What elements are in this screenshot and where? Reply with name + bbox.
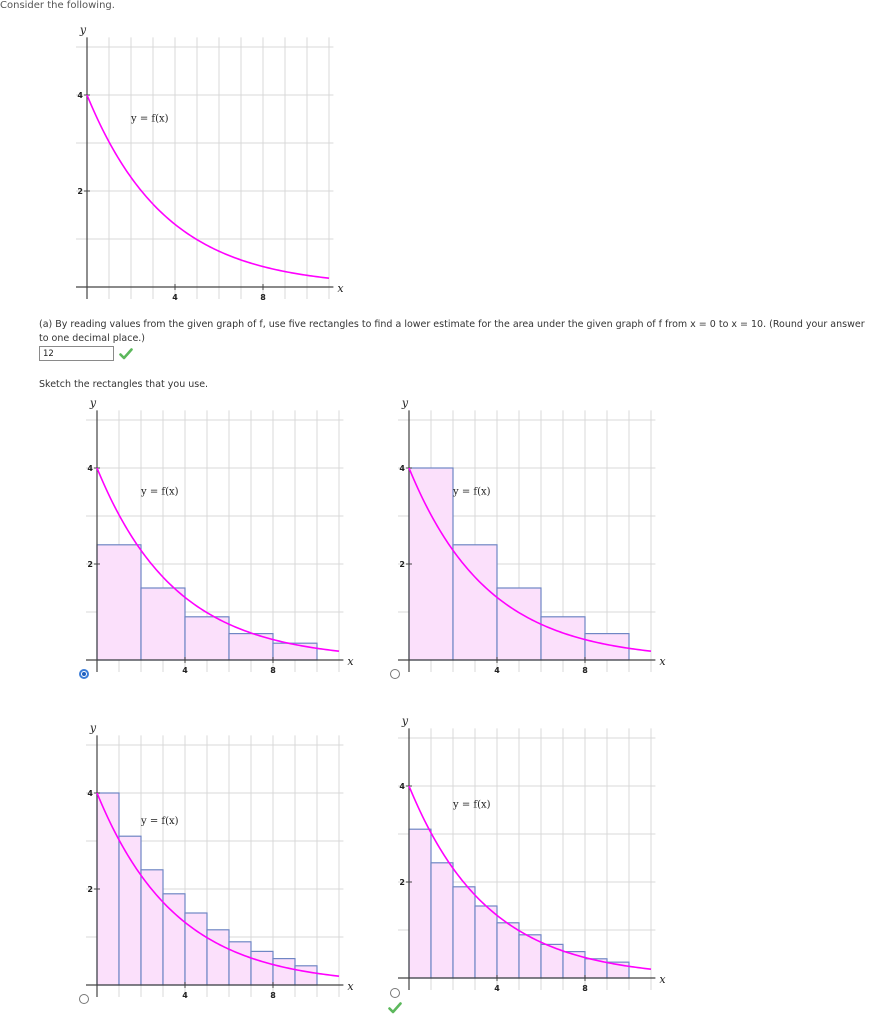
approx-rectangle [452, 886, 476, 979]
x-tick-label: 4 [494, 666, 500, 675]
option-graph-4: 4 8 2 4 x y y = f(x) [392, 713, 669, 998]
approx-rectangle [228, 941, 252, 986]
x-tick-label: 8 [582, 984, 588, 993]
approx-rectangle [162, 893, 186, 986]
y-axis-label: y [79, 23, 87, 36]
function-label: y = f(x) [140, 486, 179, 497]
function-label: y = f(x) [452, 486, 491, 497]
sketch-prompt: Sketch the rectangles that you use. [39, 379, 209, 390]
approx-rectangle [496, 587, 542, 661]
option-radio-4[interactable] [390, 988, 400, 998]
function-label: y = f(x) [130, 113, 169, 124]
correct-check-icon [119, 348, 133, 360]
approx-rectangle [272, 642, 318, 661]
approx-rectangle [562, 951, 586, 979]
approx-rectangle [272, 958, 296, 986]
graph-svg: 4 8 2 4 x y y = f(x) [76, 23, 344, 302]
y-tick-label: 2 [87, 560, 93, 569]
y-axis-label: y [401, 396, 409, 409]
graph-svg: 4 8 2 4 x y y = f(x) [86, 721, 354, 1000]
approx-rectangle [250, 950, 274, 986]
approx-rectangle [140, 869, 164, 986]
option-graph-2: 4 8 2 4 x y y = f(x) [392, 395, 669, 680]
function-graph: 4 8 2 4 x y y = f(x) [70, 22, 347, 307]
y-tick-label: 2 [399, 560, 405, 569]
x-tick-label: 4 [182, 991, 188, 1000]
x-axis-label: x [659, 655, 666, 668]
function-label: y = f(x) [452, 800, 491, 811]
graph-svg: 4 8 2 4 x y y = f(x) [398, 714, 666, 993]
y-tick-label: 4 [77, 91, 83, 100]
approx-rectangle [96, 792, 120, 986]
approx-rectangle [474, 905, 498, 979]
function-curve [86, 94, 330, 279]
option-radio-3[interactable] [79, 994, 89, 1004]
x-tick-label: 8 [270, 991, 276, 1000]
approx-rectangle [430, 862, 454, 979]
function-curve [408, 785, 652, 970]
x-axis-label: x [337, 282, 344, 295]
function-curve [96, 792, 340, 977]
approx-rectangle [206, 929, 230, 986]
correct-option-check-icon [388, 1002, 402, 1014]
x-tick-label: 8 [270, 666, 276, 675]
approx-rectangle [496, 922, 520, 979]
x-tick-label: 4 [494, 984, 500, 993]
x-tick-label: 4 [182, 666, 188, 675]
y-tick-label: 2 [87, 885, 93, 894]
y-tick-label: 2 [399, 878, 405, 887]
y-tick-label: 4 [399, 464, 405, 473]
intro-text: Consider the following. [0, 0, 115, 11]
graph-svg: 4 8 2 4 x y y = f(x) [86, 396, 354, 675]
y-axis-label: y [89, 396, 97, 409]
y-tick-label: 4 [87, 789, 93, 798]
question-text: (a) By reading values from the given gra… [39, 319, 865, 344]
option-radio-1[interactable] [79, 669, 89, 679]
option-graph-1: 4 8 2 4 x y y = f(x) [80, 395, 357, 680]
approx-rectangle [184, 616, 230, 661]
y-axis-label: y [401, 714, 409, 727]
function-curve [408, 467, 652, 652]
option-radio-2[interactable] [390, 669, 400, 679]
x-tick-label: 8 [260, 293, 266, 302]
approx-rectangle [184, 912, 208, 986]
approx-rectangle [408, 828, 432, 979]
option-graph-3: 4 8 2 4 x y y = f(x) [80, 720, 357, 1005]
approx-rectangle [452, 544, 498, 661]
x-axis-label: x [659, 973, 666, 986]
function-label: y = f(x) [140, 816, 179, 827]
function-curve [96, 467, 340, 652]
approx-rectangle [294, 965, 318, 986]
approx-rectangle [96, 544, 142, 661]
x-tick-label: 4 [172, 293, 178, 302]
y-tick-label: 4 [399, 782, 405, 791]
answer-input[interactable]: 12 [39, 346, 114, 361]
approx-rectangle [408, 467, 454, 661]
approx-rectangle [140, 587, 186, 661]
x-tick-label: 8 [582, 666, 588, 675]
y-tick-label: 4 [87, 464, 93, 473]
x-axis-label: x [347, 980, 354, 993]
y-axis-label: y [89, 721, 97, 734]
y-tick-label: 2 [77, 187, 83, 196]
graph-svg: 4 8 2 4 x y y = f(x) [398, 396, 666, 675]
x-axis-label: x [347, 655, 354, 668]
